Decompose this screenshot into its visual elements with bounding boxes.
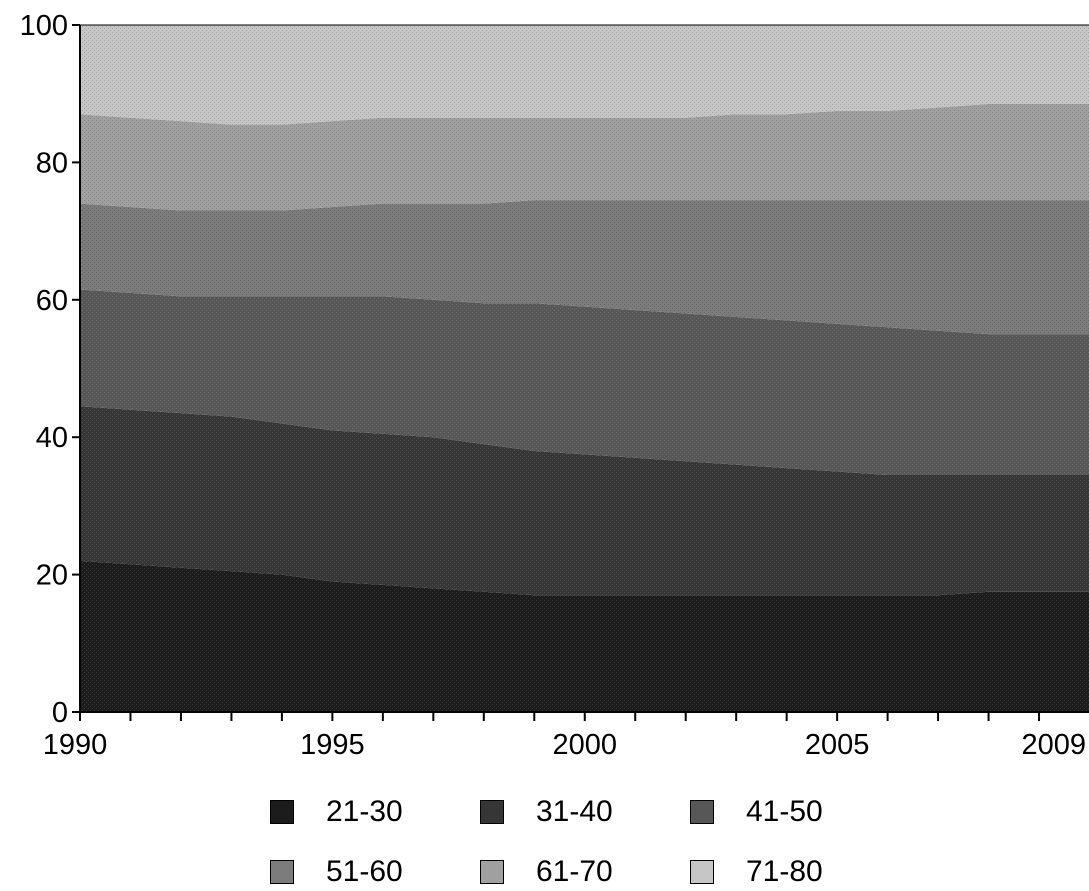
area-series-61-70 (80, 104, 1089, 211)
legend-swatch (480, 860, 504, 884)
x-tick-label: 2000 (552, 729, 617, 761)
legend-item: 51-60 (270, 855, 480, 889)
legend-item: 71-80 (690, 855, 900, 889)
legend-swatch (270, 800, 294, 824)
y-tick-label: 40 (36, 422, 68, 454)
area-series-41-50 (80, 289, 1089, 475)
legend-item: 61-70 (480, 855, 690, 889)
x-tick-label: 1990 (43, 729, 108, 761)
y-axis-ticks: 0 20 40 60 80 100 (20, 10, 80, 729)
legend-swatch (480, 800, 504, 824)
y-tick-label: 80 (36, 147, 68, 179)
legend-label: 71-80 (746, 855, 823, 888)
x-axis-ticks: 1990 1995 2000 2005 2009 (43, 712, 1086, 761)
legend-swatch (270, 860, 294, 884)
y-tick-label: 100 (20, 10, 68, 42)
x-tick-label: 2009 (1021, 729, 1086, 761)
x-tick-label: 1995 (300, 729, 365, 761)
legend-label: 41-50 (746, 795, 823, 828)
legend-item: 21-30 (270, 795, 480, 829)
legend-label: 31-40 (536, 795, 613, 828)
y-tick-label: 0 (52, 697, 68, 729)
y-tick-label: 60 (36, 285, 68, 317)
legend-item: 31-40 (480, 795, 690, 829)
legend-label: 51-60 (326, 855, 403, 888)
legend-item: 41-50 (690, 795, 900, 829)
area-series-51-60 (80, 200, 1089, 335)
area-series-21-30 (80, 560, 1089, 712)
area-series-group (80, 25, 1089, 712)
area-series-31-40 (80, 406, 1089, 596)
legend-label: 21-30 (326, 795, 403, 828)
legend-label: 61-70 (536, 855, 613, 888)
chart-legend: 21-30 31-40 41-50 51-60 61-70 71-80 (270, 795, 910, 889)
legend-swatch (690, 800, 714, 824)
legend-swatch (690, 860, 714, 884)
area-series-71-80 (80, 25, 1089, 125)
y-tick-label: 20 (36, 560, 68, 592)
x-tick-label: 2005 (805, 729, 870, 761)
